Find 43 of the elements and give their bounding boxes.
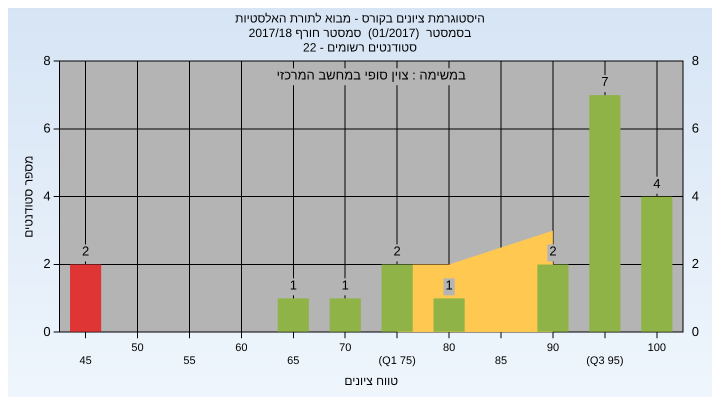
data-label: 2 [549,244,557,259]
x-tick-label: 85 [494,355,508,368]
annotation: במשימה : צוין סופי במחשב המרכזי [276,67,466,82]
data-label: 1 [290,277,297,292]
y-tick-label: 6 [43,120,51,136]
bar [278,298,309,332]
bar [70,264,102,332]
y-tick-label: 4 [43,188,51,204]
chart-title: היסטוגרמת ציונים בקורס - מבוא לתורת האלסטיות [235,12,485,26]
bar [382,264,413,332]
x-tick-label: 45 [79,355,92,368]
data-label: 1 [342,277,349,292]
y-tick-label: 0 [43,324,51,339]
data-label: 1 [445,277,453,292]
bar [434,298,465,332]
bar [641,196,672,332]
data-label: 4 [653,176,660,191]
x-tick-label: 100 [648,342,666,354]
x-tick-label: 60 [235,342,248,354]
x-tick-label: 55 [183,355,196,368]
data-label: 7 [601,74,608,90]
y-tick-label: 8 [43,52,51,68]
x-tick-label: 50 [131,342,144,354]
x-axis-title: טווח ציונים [344,374,398,388]
y-tick-label: 2 [43,256,51,272]
x-tick-label: 65 [287,355,300,368]
y2-tick-label: 2 [692,256,700,272]
bar [589,95,620,332]
y2-tick-label: 0 [692,324,700,339]
data-label: 2 [394,244,401,259]
x-tick-label: 70 [339,342,352,354]
y2-tick-label: 8 [692,52,700,68]
bar [330,298,361,332]
data-label: 2 [82,244,90,259]
x-tick-label: 80 [442,342,456,354]
x-tick-label: 90 [546,342,560,354]
bar [537,264,569,332]
chart-subtitle: בסמסטר (01/2017) סמסטר חורף 2017/18 סטודנטים רשומים - 22 [248,26,472,54]
y-axis-title: מספר סטודנטים [22,156,36,238]
x-tick-label: (Q1 75) [378,355,416,368]
y2-tick-label: 4 [692,188,700,204]
x-tick-label: (Q3 95) [586,355,624,368]
y2-tick-label: 6 [692,120,700,136]
